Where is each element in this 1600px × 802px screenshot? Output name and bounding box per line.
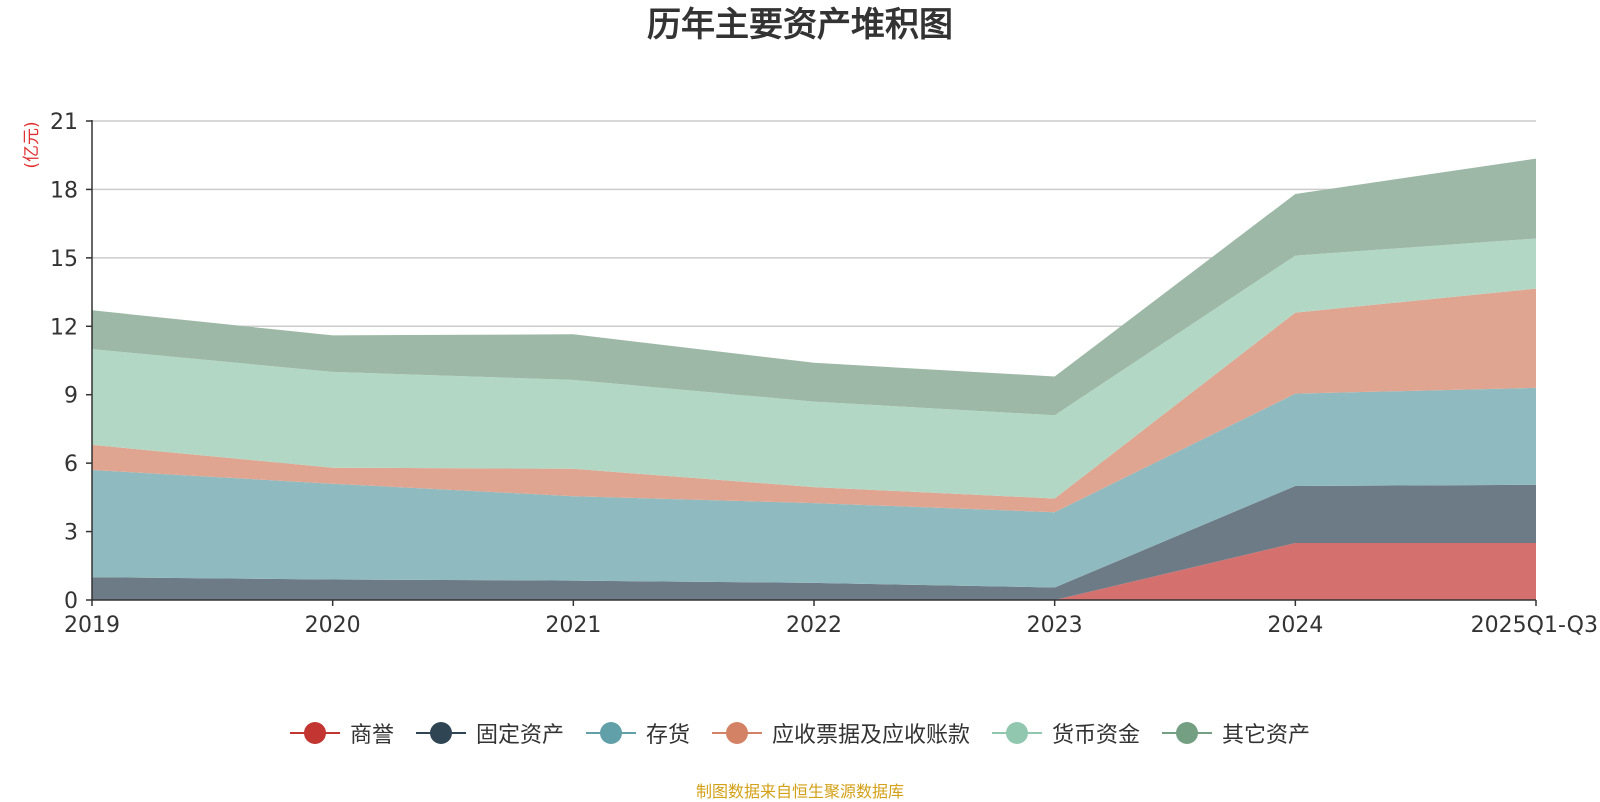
legend-label: 货币资金 bbox=[1052, 723, 1141, 748]
chart-title: 历年主要资产堆积图 bbox=[647, 5, 953, 45]
area-series-4 bbox=[92, 238, 1536, 499]
x-tick-labels: 2019 2020 2021 2022 2023 2024 2025Q1-Q3 bbox=[64, 600, 1598, 638]
legend-swatch-icon bbox=[1162, 719, 1213, 747]
legend-label: 固定资产 bbox=[475, 723, 564, 748]
legend-item-5[interactable]: 其它资产 bbox=[1162, 717, 1310, 749]
x-tick-label: 2019 bbox=[64, 613, 120, 638]
x-tick-label: 2021 bbox=[545, 613, 601, 638]
legend-dot bbox=[599, 722, 622, 744]
x-tick-label: 2020 bbox=[305, 613, 361, 638]
y-axis-unit-label: (亿元) bbox=[22, 121, 42, 168]
legend-label: 存货 bbox=[645, 723, 690, 748]
y-tick-label: 9 bbox=[64, 384, 78, 409]
legend-dot bbox=[1006, 722, 1029, 744]
legend-swatch-icon bbox=[585, 719, 636, 747]
chart-legend: 商誉 固定资产 存货 应收票据及应收账款 货币资金 其它资产 bbox=[0, 713, 1600, 753]
y-tick-label: 18 bbox=[50, 178, 78, 203]
legend-swatch-icon bbox=[712, 719, 762, 747]
stacked-area-chart: 历年主要资产堆积图 (亿元) 0 3 6 9 12 15 18 21 2019 2020 2021… bbox=[22, 5, 1598, 638]
y-tick-label: 12 bbox=[50, 315, 78, 340]
y-tick-labels: 0 3 6 9 12 15 18 21 bbox=[50, 110, 92, 614]
area-series-2 bbox=[92, 387, 1536, 588]
legend-label: 应收票据及应收账款 bbox=[772, 723, 971, 748]
legend-dot bbox=[303, 722, 326, 744]
y-tick-label: 21 bbox=[50, 110, 78, 135]
legend-dot bbox=[1176, 722, 1199, 744]
y-tick-label: 6 bbox=[64, 452, 78, 477]
x-tick-label: 2023 bbox=[1027, 613, 1083, 638]
legend-swatch-icon bbox=[992, 719, 1043, 747]
area-series-5 bbox=[92, 158, 1536, 416]
legend-item-0[interactable]: 商誉 bbox=[289, 717, 394, 749]
legend-label: 其它资产 bbox=[1222, 723, 1311, 748]
legend-dot bbox=[429, 722, 452, 744]
legend-item-1[interactable]: 固定资产 bbox=[415, 717, 564, 749]
legend-item-3[interactable]: 应收票据及应收账款 bbox=[712, 717, 970, 749]
legend-swatch-icon bbox=[289, 719, 340, 747]
y-tick-label: 15 bbox=[50, 247, 78, 272]
x-tick-label: 2025Q1-Q3 bbox=[1471, 613, 1598, 638]
legend-item-4[interactable]: 货币资金 bbox=[992, 717, 1140, 749]
legend-label: 商誉 bbox=[349, 723, 394, 748]
area-series-0 bbox=[92, 543, 1536, 600]
area-series-1 bbox=[92, 484, 1536, 600]
y-tick-label: 0 bbox=[64, 589, 78, 614]
y-tick-label: 3 bbox=[64, 521, 78, 546]
legend-dot bbox=[726, 722, 748, 744]
x-tick-label: 2024 bbox=[1267, 613, 1323, 638]
area-series-3 bbox=[92, 288, 1536, 513]
data-source-note: 制图数据来自恒生聚源数据库 bbox=[695, 782, 904, 801]
legend-swatch-icon bbox=[415, 719, 466, 747]
legend-item-2[interactable]: 存货 bbox=[585, 717, 690, 749]
x-tick-label: 2022 bbox=[786, 613, 842, 638]
area-series bbox=[92, 158, 1536, 600]
